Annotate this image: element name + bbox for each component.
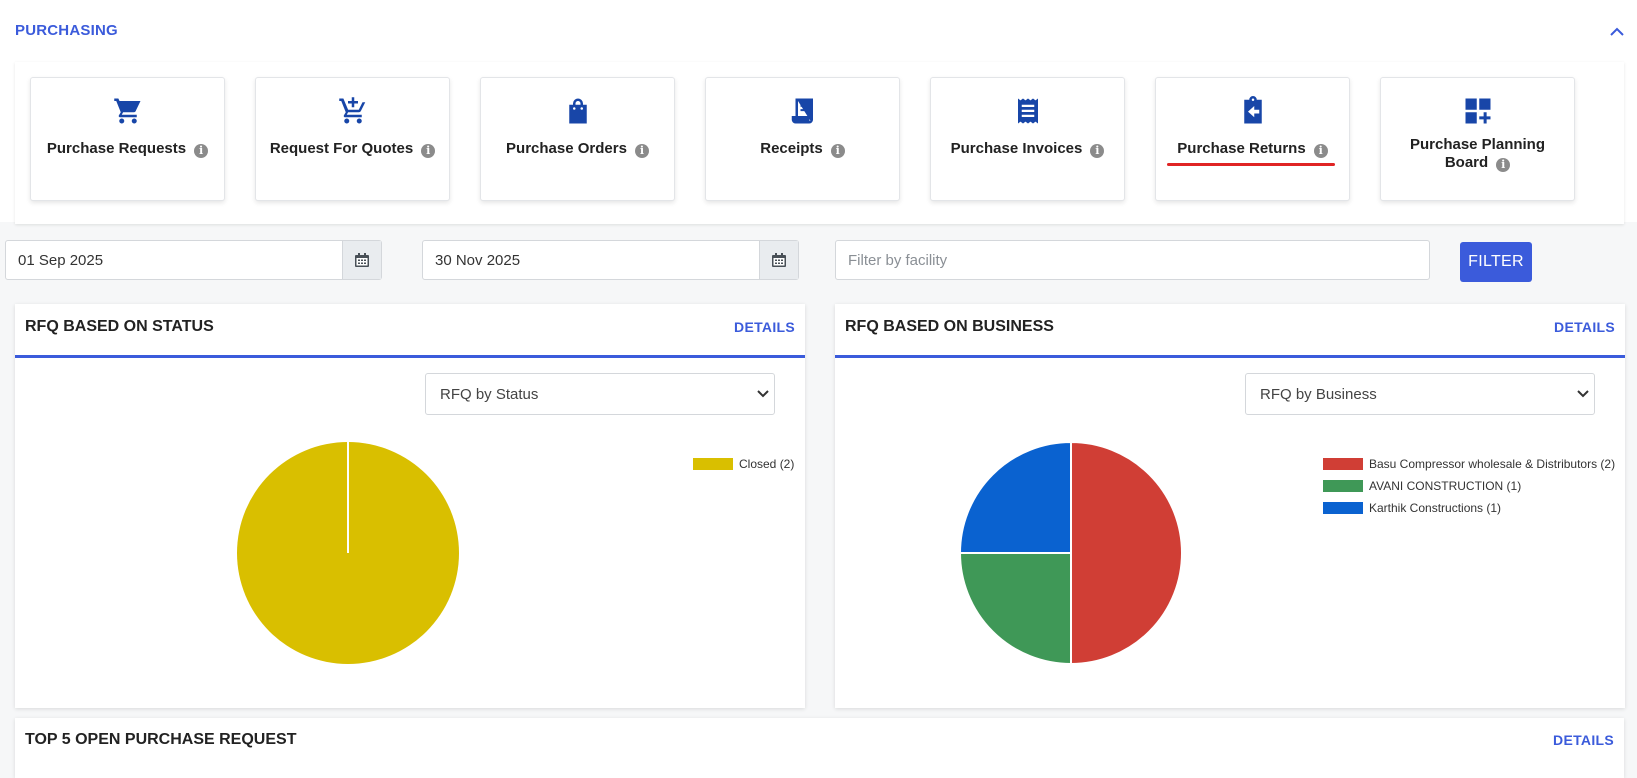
card-accent-bar: [15, 355, 805, 358]
section-title: PURCHASING: [15, 22, 118, 39]
facility-filter-input[interactable]: [835, 240, 1430, 280]
tile-label: Purchase Planning Board: [1409, 136, 1546, 171]
receipt-icon: [791, 98, 813, 124]
legend-swatch: [1323, 458, 1363, 470]
info-icon[interactable]: i: [1313, 144, 1328, 158]
pie-slice[interactable]: [958, 440, 1072, 554]
return-clipboard-icon: [1243, 96, 1262, 124]
tile-purchase-orders[interactable]: Purchase Orders i: [480, 77, 675, 201]
start-date-value: 01 Sep 2025: [18, 252, 104, 269]
cart-icon: [113, 98, 140, 124]
rfq-business-select[interactable]: RFQ by Business: [1245, 373, 1595, 415]
legend-label: AVANI CONSTRUCTION (1): [1369, 479, 1522, 493]
info-icon[interactable]: i: [830, 144, 845, 158]
pie-slice[interactable]: [1070, 440, 1183, 666]
card-accent-bar: [835, 355, 1625, 358]
card-title: RFQ BASED ON BUSINESS: [845, 318, 1054, 335]
info-icon[interactable]: i: [194, 144, 209, 158]
legend-swatch: [1323, 502, 1363, 514]
calendar-icon: [355, 253, 369, 267]
start-date-calendar-button[interactable]: [342, 241, 381, 279]
legend-swatch: [693, 458, 733, 470]
calendar-icon: [772, 253, 786, 267]
tile-purchase-requests[interactable]: Purchase Requests i: [30, 77, 225, 201]
tile-label: Receipts: [760, 140, 823, 157]
details-link[interactable]: DETAILS: [1553, 732, 1614, 748]
pie-slice[interactable]: [958, 552, 1072, 666]
rfq-business-card: RFQ BASED ON BUSINESS DETAILS RFQ by Bus…: [835, 304, 1625, 708]
card-title: RFQ BASED ON STATUS: [25, 318, 214, 335]
tile-request-for-quotes[interactable]: Request For Quotes i: [255, 77, 450, 201]
business-pie-chart: [958, 440, 1183, 666]
details-link[interactable]: DETAILS: [734, 319, 795, 335]
tile-label: Purchase Orders: [506, 140, 627, 157]
rfq-status-select[interactable]: RFQ by Status: [425, 373, 775, 415]
legend-label: Karthik Constructions (1): [1369, 501, 1502, 515]
tile-label: Purchase Invoices: [950, 140, 1083, 157]
card-title: TOP 5 OPEN PURCHASE REQUEST: [25, 731, 297, 748]
tile-purchase-returns[interactable]: Purchase Returns i: [1155, 77, 1350, 201]
invoice-icon: [1017, 98, 1038, 124]
tile-label: Purchase Requests: [46, 140, 187, 157]
chevron-up-icon[interactable]: [1605, 22, 1629, 42]
end-date-field[interactable]: 30 Nov 2025: [422, 240, 799, 280]
end-date-value: 30 Nov 2025: [435, 252, 521, 269]
tile-purchase-planning-board[interactable]: Purchase Planning Board i: [1380, 77, 1575, 201]
top-open-purchase-request-card: TOP 5 OPEN PURCHASE REQUEST DETAILS: [15, 718, 1624, 778]
info-icon[interactable]: i: [1090, 144, 1105, 158]
info-icon[interactable]: i: [1496, 158, 1511, 172]
details-link[interactable]: DETAILS: [1554, 319, 1615, 335]
cart-plus-icon: [338, 97, 365, 124]
filter-button[interactable]: FILTER: [1460, 242, 1532, 282]
active-underline: [1167, 163, 1335, 166]
shopping-bag-icon: [568, 98, 587, 124]
tile-label: Request For Quotes: [269, 140, 414, 157]
tile-receipts[interactable]: Receipts i: [705, 77, 900, 201]
rfq-status-card: RFQ BASED ON STATUS DETAILS RFQ by Statu…: [15, 304, 805, 708]
dashboard-plus-icon: [1465, 98, 1490, 124]
legend-label: Closed (2): [739, 457, 795, 471]
end-date-calendar-button[interactable]: [759, 241, 798, 279]
info-icon[interactable]: i: [634, 144, 649, 158]
legend-label: Basu Compressor wholesale & Distributors…: [1369, 457, 1616, 471]
legend-swatch: [1323, 480, 1363, 492]
tile-purchase-invoices[interactable]: Purchase Invoices i: [930, 77, 1125, 201]
module-tiles: Purchase Requests i Request For Quotes i P…: [15, 62, 1624, 224]
info-icon[interactable]: i: [421, 144, 436, 158]
status-pie-chart: [237, 442, 459, 664]
tile-label: Purchase Returns: [1177, 140, 1306, 157]
start-date-field[interactable]: 01 Sep 2025: [5, 240, 382, 280]
